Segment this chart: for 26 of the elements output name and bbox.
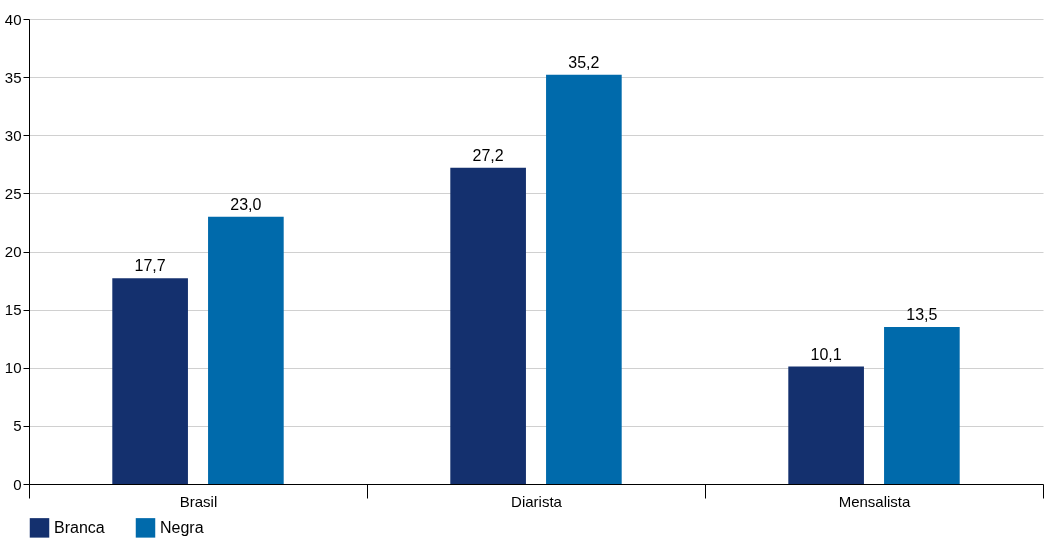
bar xyxy=(112,278,188,484)
legend-label: Negra xyxy=(160,518,204,536)
bar xyxy=(884,327,960,484)
data-label: 23,0 xyxy=(230,195,262,213)
bar xyxy=(546,74,622,484)
bar xyxy=(208,216,284,484)
data-label: 13,5 xyxy=(906,306,938,324)
data-label: 10,1 xyxy=(810,345,842,363)
y-tick-label: 5 xyxy=(13,417,22,435)
x-tick-label: Diarista xyxy=(511,492,563,510)
data-label: 27,2 xyxy=(472,146,504,164)
y-tick-label: 0 xyxy=(13,475,22,493)
y-tick-label: 20 xyxy=(4,243,22,260)
y-tick-label: 40 xyxy=(4,10,22,28)
x-tick-label: Brasil xyxy=(179,492,218,510)
legend-label: Branca xyxy=(54,518,105,536)
y-tick-label: 25 xyxy=(4,184,22,202)
bar xyxy=(788,366,864,484)
y-tick-label: 35 xyxy=(4,68,22,86)
y-tick-label: 30 xyxy=(4,126,22,144)
y-tick-label: 15 xyxy=(4,301,22,319)
x-tick-label: Mensalista xyxy=(838,492,911,510)
bar xyxy=(450,167,526,484)
data-label: 17,7 xyxy=(134,257,166,275)
y-tick-label: 10 xyxy=(4,359,22,377)
data-label: 35,2 xyxy=(568,53,600,71)
